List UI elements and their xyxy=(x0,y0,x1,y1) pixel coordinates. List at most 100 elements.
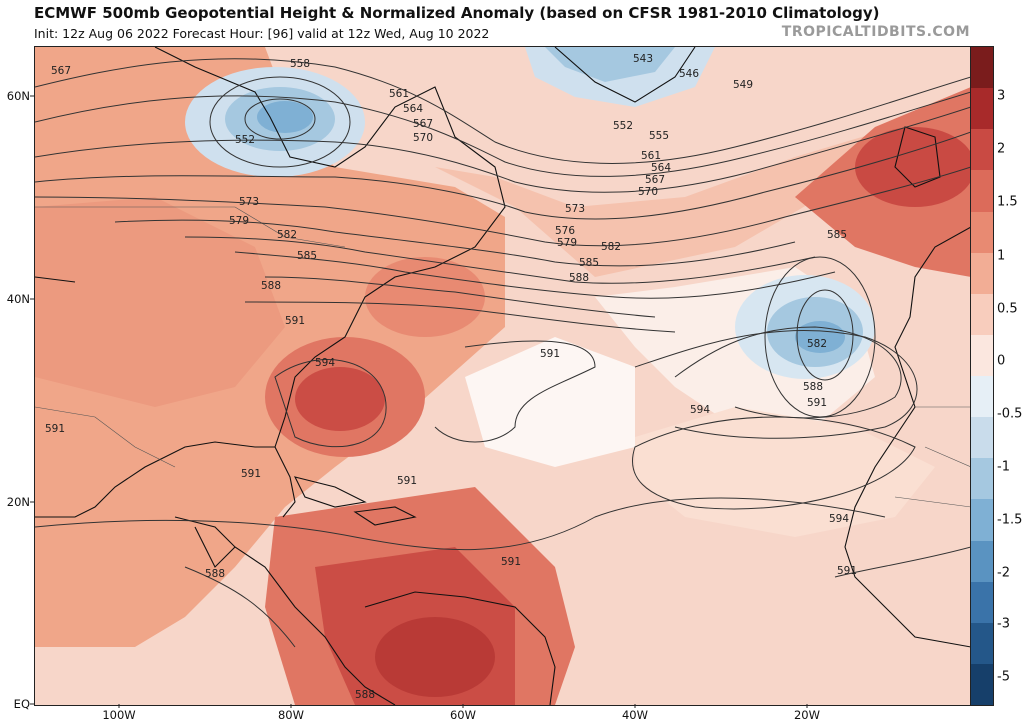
contour-label: 582 xyxy=(807,338,827,350)
contour-label: 588 xyxy=(355,689,375,701)
contour-label: 582 xyxy=(277,229,297,241)
colorbar-label: -0.5 xyxy=(997,406,1023,422)
contour-570 xyxy=(35,131,971,220)
anomaly-field-tropical-atlantic xyxy=(635,407,935,537)
colorbar-segment xyxy=(971,293,993,336)
colorbar-segment xyxy=(971,88,993,131)
colorbar-label: -3 xyxy=(997,616,1010,632)
contour-label: 594 xyxy=(690,404,710,416)
contour-label: 567 xyxy=(413,118,433,130)
anomaly-field-north-atlantic xyxy=(435,107,971,277)
coastline-europe-africa xyxy=(844,226,971,648)
coastline-north-america xyxy=(35,47,506,518)
contour-label: 591 xyxy=(807,397,827,409)
contour-label: 564 xyxy=(651,162,671,174)
colorbar-segment xyxy=(971,334,993,377)
contour-558-low xyxy=(209,76,351,168)
contour-label: 576 xyxy=(555,225,575,237)
colorbar-label: -1.5 xyxy=(997,512,1023,528)
colorbar-segment xyxy=(971,581,993,624)
lon-label-40w: 40W xyxy=(621,708,649,722)
contour-591-atlantic xyxy=(634,329,918,439)
contour-label: 591 xyxy=(837,565,857,577)
anomaly-map: 567 558 552 561 564 567 570 573 579 582 … xyxy=(34,46,972,706)
map-title: ECMWF 500mb Geopotential Height & Normal… xyxy=(34,4,880,22)
colorbar-label: 2 xyxy=(997,141,1006,157)
colorbar-label: 0.5 xyxy=(997,301,1018,317)
colorbar-segment xyxy=(971,622,993,665)
brand-watermark: TROPICALTIDBITS.COM xyxy=(781,24,970,40)
colorbar xyxy=(970,46,994,706)
border-us-canada-west xyxy=(35,276,76,283)
contour-label: 552 xyxy=(235,134,255,146)
map-canvas: 567 558 552 561 564 567 570 573 579 582 … xyxy=(35,47,971,705)
contour-588 xyxy=(244,301,676,333)
lon-label-80w: 80W xyxy=(277,708,305,722)
lat-label-eq: EQ xyxy=(13,697,30,711)
contour-label: 585 xyxy=(827,229,847,241)
coastline-greenland xyxy=(554,47,696,103)
colorbar-label: -2 xyxy=(997,565,1010,581)
contour-label: 588 xyxy=(205,568,225,580)
contour-label: 579 xyxy=(557,237,577,249)
contour-label: 573 xyxy=(239,196,259,208)
colorbar-segment xyxy=(971,458,993,501)
lat-label-60n: 60N xyxy=(6,89,30,103)
contour-582 xyxy=(234,251,836,299)
contour-label: 594 xyxy=(315,357,335,369)
contour-579 xyxy=(184,236,816,284)
country-borders xyxy=(35,206,971,508)
contour-576 xyxy=(114,219,796,267)
lon-label-100w: 100W xyxy=(102,708,136,722)
anomaly-field-uk-core xyxy=(855,127,971,207)
coastline-british-isles xyxy=(894,126,941,188)
colorbar-segment xyxy=(971,252,993,295)
colorbar-label: -5 xyxy=(997,669,1010,685)
contour-594-central xyxy=(632,416,916,510)
contour-label: 543 xyxy=(633,53,653,65)
colorbar-segment xyxy=(971,540,993,583)
contour-label: 570 xyxy=(638,186,658,198)
colorbar-segment xyxy=(971,211,993,254)
contour-labels: 567 558 552 561 564 567 570 573 579 582 … xyxy=(45,53,857,701)
contour-label: 588 xyxy=(569,272,589,284)
contour-591-tropical xyxy=(35,497,886,551)
border-us-mexico xyxy=(35,406,176,468)
contour-label: 561 xyxy=(389,88,409,100)
lon-label-60w: 60W xyxy=(449,708,477,722)
contour-label: 591 xyxy=(540,348,560,360)
contour-585 xyxy=(264,276,656,318)
colorbar-segment xyxy=(971,170,993,213)
anomaly-field-southeast-us-core xyxy=(295,367,385,431)
contour-552-low xyxy=(244,98,316,140)
contour-label: 591 xyxy=(397,475,417,487)
colorbar-label: 0 xyxy=(997,353,1006,369)
contour-label: 588 xyxy=(261,280,281,292)
anomaly-low-greenland-core xyxy=(545,47,675,82)
contour-label: 567 xyxy=(645,174,665,186)
coastline-south-america xyxy=(364,591,556,705)
contour-label: 570 xyxy=(413,132,433,144)
contour-label: 573 xyxy=(565,203,585,215)
contour-591-africa xyxy=(834,546,971,578)
colorbar-segment xyxy=(971,499,993,542)
contour-label: 579 xyxy=(229,215,249,227)
contour-588-cutoff xyxy=(674,326,902,419)
anomaly-field-central-us xyxy=(35,197,285,407)
contour-561 xyxy=(35,58,971,164)
coastline-cuba xyxy=(293,476,367,508)
contour-label: 567 xyxy=(51,65,71,77)
anomaly-field-subtropical-neutral xyxy=(465,337,635,467)
anomaly-field-venezuela xyxy=(375,617,495,697)
colorbar-segment xyxy=(971,663,993,705)
border-us-canada xyxy=(35,206,346,248)
contour-label: 588 xyxy=(803,381,823,393)
contour-594-southeast xyxy=(274,359,387,448)
colorbar-label: 1.5 xyxy=(997,194,1018,210)
coastlines xyxy=(35,47,971,705)
contour-588-central-america xyxy=(184,566,296,648)
anomaly-field-west xyxy=(35,47,505,647)
colorbar-label: 3 xyxy=(997,88,1006,104)
contour-label: 555 xyxy=(649,130,669,142)
map-subtitle: Init: 12z Aug 06 2022 Forecast Hour: [96… xyxy=(34,26,490,41)
